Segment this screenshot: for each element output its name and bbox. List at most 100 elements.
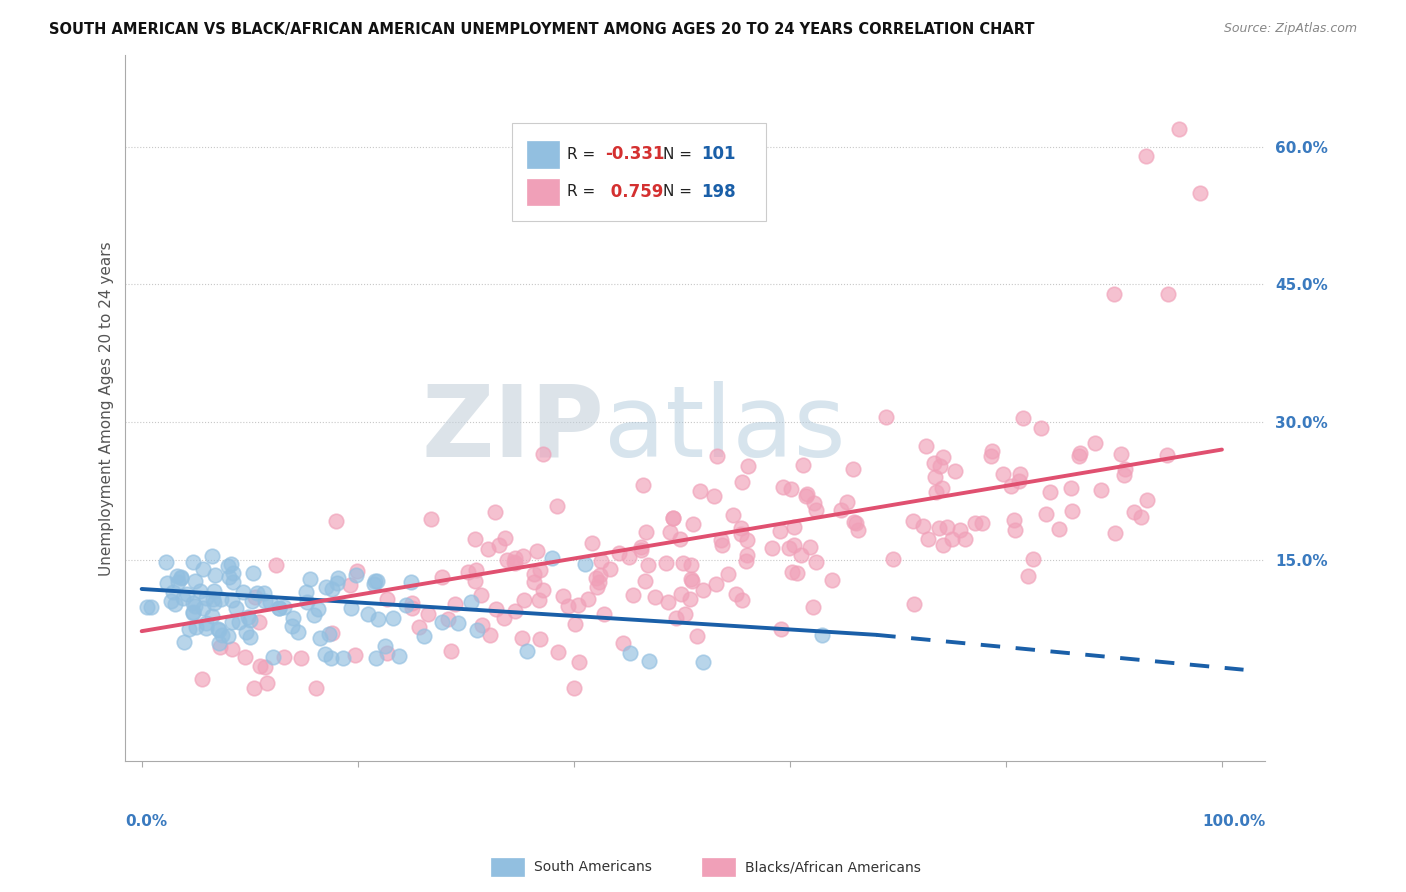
Point bbox=[780, 483, 803, 497]
Point bbox=[184, 574, 207, 588]
Point bbox=[735, 533, 758, 547]
Point bbox=[841, 462, 863, 476]
Point bbox=[842, 516, 865, 530]
Point bbox=[783, 538, 806, 552]
Point bbox=[574, 558, 596, 572]
Point bbox=[731, 475, 754, 490]
Point bbox=[932, 450, 955, 464]
Point bbox=[981, 444, 1004, 458]
Point bbox=[308, 632, 330, 646]
Point bbox=[668, 532, 690, 546]
Point bbox=[792, 458, 814, 472]
Point bbox=[332, 651, 354, 665]
Point bbox=[1047, 522, 1070, 536]
Point bbox=[835, 495, 858, 509]
Point bbox=[607, 546, 630, 560]
Point bbox=[924, 470, 946, 484]
Point bbox=[901, 514, 924, 528]
Point bbox=[710, 533, 733, 548]
Point bbox=[160, 593, 183, 607]
Point bbox=[531, 447, 554, 461]
Point bbox=[692, 582, 714, 597]
Point bbox=[184, 599, 207, 614]
Point bbox=[253, 594, 276, 608]
Point bbox=[631, 477, 654, 491]
Point bbox=[477, 542, 499, 557]
Point bbox=[591, 554, 613, 568]
Point bbox=[222, 574, 245, 589]
Point bbox=[724, 587, 747, 601]
Point bbox=[737, 458, 759, 473]
Point bbox=[1090, 483, 1112, 498]
Point bbox=[239, 613, 262, 627]
Point bbox=[845, 516, 868, 530]
Point bbox=[413, 629, 436, 643]
Point bbox=[1157, 286, 1180, 301]
Point bbox=[364, 651, 387, 665]
Point bbox=[344, 567, 367, 582]
Point bbox=[546, 500, 568, 514]
Point bbox=[529, 563, 551, 577]
Point bbox=[188, 583, 211, 598]
Point bbox=[655, 557, 678, 571]
Point bbox=[364, 574, 387, 588]
Point bbox=[343, 648, 366, 662]
Point bbox=[228, 615, 250, 629]
Point bbox=[259, 595, 281, 609]
Point bbox=[662, 511, 685, 525]
Point bbox=[173, 635, 195, 649]
Point bbox=[243, 681, 266, 695]
Point bbox=[484, 602, 506, 616]
Point bbox=[922, 456, 945, 470]
Text: 0.0%: 0.0% bbox=[125, 814, 167, 830]
Point bbox=[247, 615, 270, 629]
Point bbox=[671, 587, 693, 601]
Point bbox=[464, 532, 486, 546]
Point bbox=[503, 556, 526, 570]
Point bbox=[1008, 475, 1031, 489]
Point bbox=[1112, 468, 1135, 483]
Point bbox=[1035, 508, 1057, 522]
Point bbox=[494, 531, 516, 545]
Point bbox=[929, 458, 952, 473]
Point bbox=[914, 439, 936, 453]
Text: ZIP: ZIP bbox=[422, 381, 605, 478]
Point bbox=[321, 625, 343, 640]
Point bbox=[710, 538, 733, 552]
Text: SOUTH AMERICAN VS BLACK/AFRICAN AMERICAN UNEMPLOYMENT AMONG AGES 20 TO 24 YEARS : SOUTH AMERICAN VS BLACK/AFRICAN AMERICAN… bbox=[49, 22, 1035, 37]
Point bbox=[222, 566, 245, 581]
Point bbox=[1060, 503, 1083, 517]
Point bbox=[568, 655, 591, 669]
Point bbox=[678, 592, 700, 607]
Point bbox=[1004, 524, 1026, 538]
Point bbox=[440, 644, 463, 658]
Point bbox=[769, 524, 792, 539]
Point bbox=[634, 574, 657, 588]
Point bbox=[821, 573, 844, 587]
Point bbox=[523, 566, 546, 581]
Point bbox=[599, 562, 621, 576]
Point bbox=[207, 636, 229, 650]
Point bbox=[325, 514, 347, 528]
Point bbox=[786, 566, 808, 581]
Point bbox=[875, 409, 897, 424]
Point bbox=[201, 608, 224, 623]
Point bbox=[207, 622, 229, 636]
Point bbox=[287, 624, 309, 639]
Point bbox=[374, 639, 396, 653]
Point bbox=[377, 592, 399, 607]
Point bbox=[191, 562, 214, 576]
Point bbox=[181, 555, 204, 569]
Point bbox=[1022, 551, 1045, 566]
Point bbox=[155, 556, 177, 570]
Point bbox=[790, 548, 813, 562]
Point bbox=[184, 620, 207, 634]
Point bbox=[218, 569, 240, 583]
Point bbox=[953, 532, 976, 546]
Point bbox=[503, 551, 526, 566]
Point bbox=[401, 601, 423, 615]
Point bbox=[637, 558, 659, 572]
Point bbox=[794, 489, 817, 503]
Point bbox=[679, 572, 702, 586]
Point bbox=[593, 607, 616, 621]
